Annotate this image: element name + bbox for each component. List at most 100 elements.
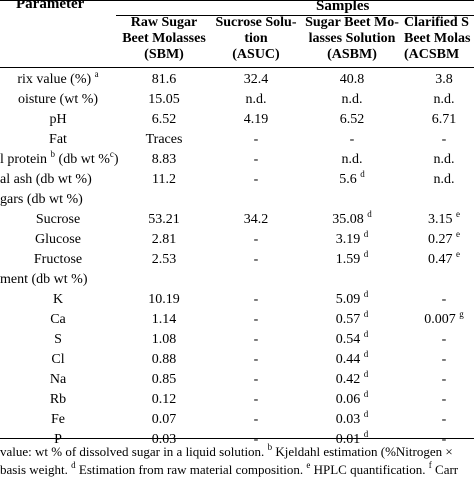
cell-value: 1.08 <box>151 332 177 347</box>
table-row: Ca 1.14-0.57 d 0.007 g <box>0 309 474 331</box>
table-row: S 1.08 - 0.54 d - <box>0 329 474 351</box>
row-label-text: Glucose <box>35 232 81 247</box>
cell-value: - <box>441 392 447 407</box>
cell-value: - <box>253 352 259 367</box>
cell-acsbm: 0.007 g <box>404 309 474 331</box>
cell-value: - <box>441 292 447 307</box>
row-label: Fructose <box>0 249 116 271</box>
row-label-text: K <box>52 292 64 307</box>
table-row: Rb 0.12 - 0.06 d - <box>0 389 474 411</box>
row-label: S <box>0 329 116 351</box>
cell-sbm: 2.53 <box>116 249 212 271</box>
cell-acsbm <box>404 269 474 291</box>
cell-value: - <box>349 132 355 147</box>
cell-value: 3.15 <box>428 212 453 227</box>
row-label: P <box>0 429 116 451</box>
col-header-acsbm-line1: Clarified S <box>404 15 469 30</box>
row-label: al ash (db wt %) <box>0 169 116 191</box>
footnote-1-text2: Kjeldahl estimation (%Nitrogen × <box>272 444 453 459</box>
cell-value: - <box>441 432 447 447</box>
row-label-tail-sup: c <box>109 149 114 159</box>
cell-asbm: 5.09 d <box>300 289 404 311</box>
cell-value: - <box>253 172 259 187</box>
cell-value: 53.21 <box>148 212 180 227</box>
table-row: Cl 0.88 - 0.44 d - <box>0 349 474 371</box>
cell-value: - <box>441 332 447 347</box>
row-label: Cl <box>0 349 116 371</box>
row-label-tail: (db wt % <box>55 152 110 167</box>
cell-sbm: 1.14 <box>116 309 212 331</box>
cell-sbm: 81.6 <box>116 69 212 91</box>
row-label: Rb <box>0 389 116 411</box>
cell-sbm: 10.19 <box>116 289 212 311</box>
cell-value: 11.2 <box>152 172 176 187</box>
cell-acsbm: - <box>404 429 474 451</box>
samples-header: Samples <box>316 0 370 14</box>
cell-value: n.d. <box>433 92 455 107</box>
cell-value: - <box>441 352 447 367</box>
footnote-2-text4: Carr <box>431 462 459 477</box>
row-label-text: rix value (%) <box>17 72 92 87</box>
cell-sbm: 0.12 <box>116 389 212 411</box>
cell-value: - <box>253 412 259 427</box>
cell-value: 35.08 <box>332 212 364 227</box>
cell-asuc: - <box>212 289 300 311</box>
table-row: al ash (db wt %) 11.2 - 5.6 d n.d. <box>0 169 474 191</box>
row-label: Na <box>0 369 116 391</box>
col-header-sbm-line3: (SBM) <box>144 47 184 62</box>
cell-value: 0.85 <box>151 372 177 387</box>
table-row: Sucrose 53.21 34.2 35.08 d 3.15 e <box>0 209 474 231</box>
cell-value: 0.42 <box>335 372 361 387</box>
col-header-asuc-line3: (ASUC) <box>232 47 280 62</box>
row-label-text: Cl <box>51 352 65 367</box>
cell-value: n.d. <box>341 92 363 107</box>
cell-value: 5.6 <box>339 172 357 187</box>
col-header-asuc-line2: tion <box>244 31 268 46</box>
cell-value: 0.44 <box>335 352 361 367</box>
cell-sup: d <box>363 429 369 439</box>
row-label-text: gars (db wt %) <box>0 192 83 207</box>
cell-sbm: 0.03 <box>116 429 212 451</box>
footnote-2-sup-e: e <box>306 460 311 470</box>
cell-sup: d <box>367 209 372 219</box>
cell-value: - <box>253 252 259 267</box>
col-header-asbm-line3: (ASBM) <box>327 47 377 62</box>
cell-sup: g <box>459 309 464 319</box>
row-label: Ca <box>0 309 116 331</box>
cell-value: n.d. <box>245 92 267 107</box>
table-row: l protein b (db wt %c) 8.83 - n.d. n.d. <box>0 149 474 171</box>
cell-asbm: 0.03 d <box>300 409 404 431</box>
cell-acsbm: - <box>404 369 474 391</box>
cell-asbm: 0.42 d <box>300 369 404 391</box>
cell-value: - <box>441 412 447 427</box>
cell-value: 34.2 <box>243 212 269 227</box>
col-header-asuc-line1: Sucrose Solu- <box>215 15 297 30</box>
row-label: Sucrose <box>0 209 116 231</box>
table-row: Fe 0.07 - 0.03 d - <box>0 409 474 431</box>
table-row: P 0.03 - 0.01 d - <box>0 429 474 451</box>
cell-value: - <box>253 152 259 167</box>
cell-asbm: 0.44 d <box>300 349 404 371</box>
cell-asuc: - <box>212 429 300 451</box>
cell-sup: d <box>360 169 365 179</box>
row-label-end: ) <box>113 152 119 167</box>
cell-asbm: 1.59 d <box>300 249 404 271</box>
col-header-asuc: Sucrose Solu- tion (ASUC) <box>212 15 300 63</box>
cell-asuc: - <box>212 169 300 191</box>
row-label-text: ment (db wt %) <box>0 272 88 287</box>
row-label: Glucose <box>0 229 116 251</box>
cell-asbm: 35.08 d <box>300 209 404 231</box>
cell-sbm: Traces <box>116 129 212 151</box>
cell-asbm: 0.57 d <box>300 309 404 331</box>
row-label-sup: b <box>50 149 56 159</box>
cell-asuc: - <box>212 309 300 331</box>
row-label-text: S <box>54 332 62 347</box>
cell-value: 0.47 <box>428 252 453 267</box>
cell-value: 3.19 <box>335 232 361 247</box>
cell-sbm: 53.21 <box>116 209 212 231</box>
row-label-text: Fat <box>49 132 67 147</box>
row-label-text: oisture (wt %) <box>17 92 99 107</box>
row-label: Fat <box>0 129 116 151</box>
cell-asuc: - <box>212 149 300 171</box>
table-row: Fat Traces - - - <box>0 129 474 151</box>
